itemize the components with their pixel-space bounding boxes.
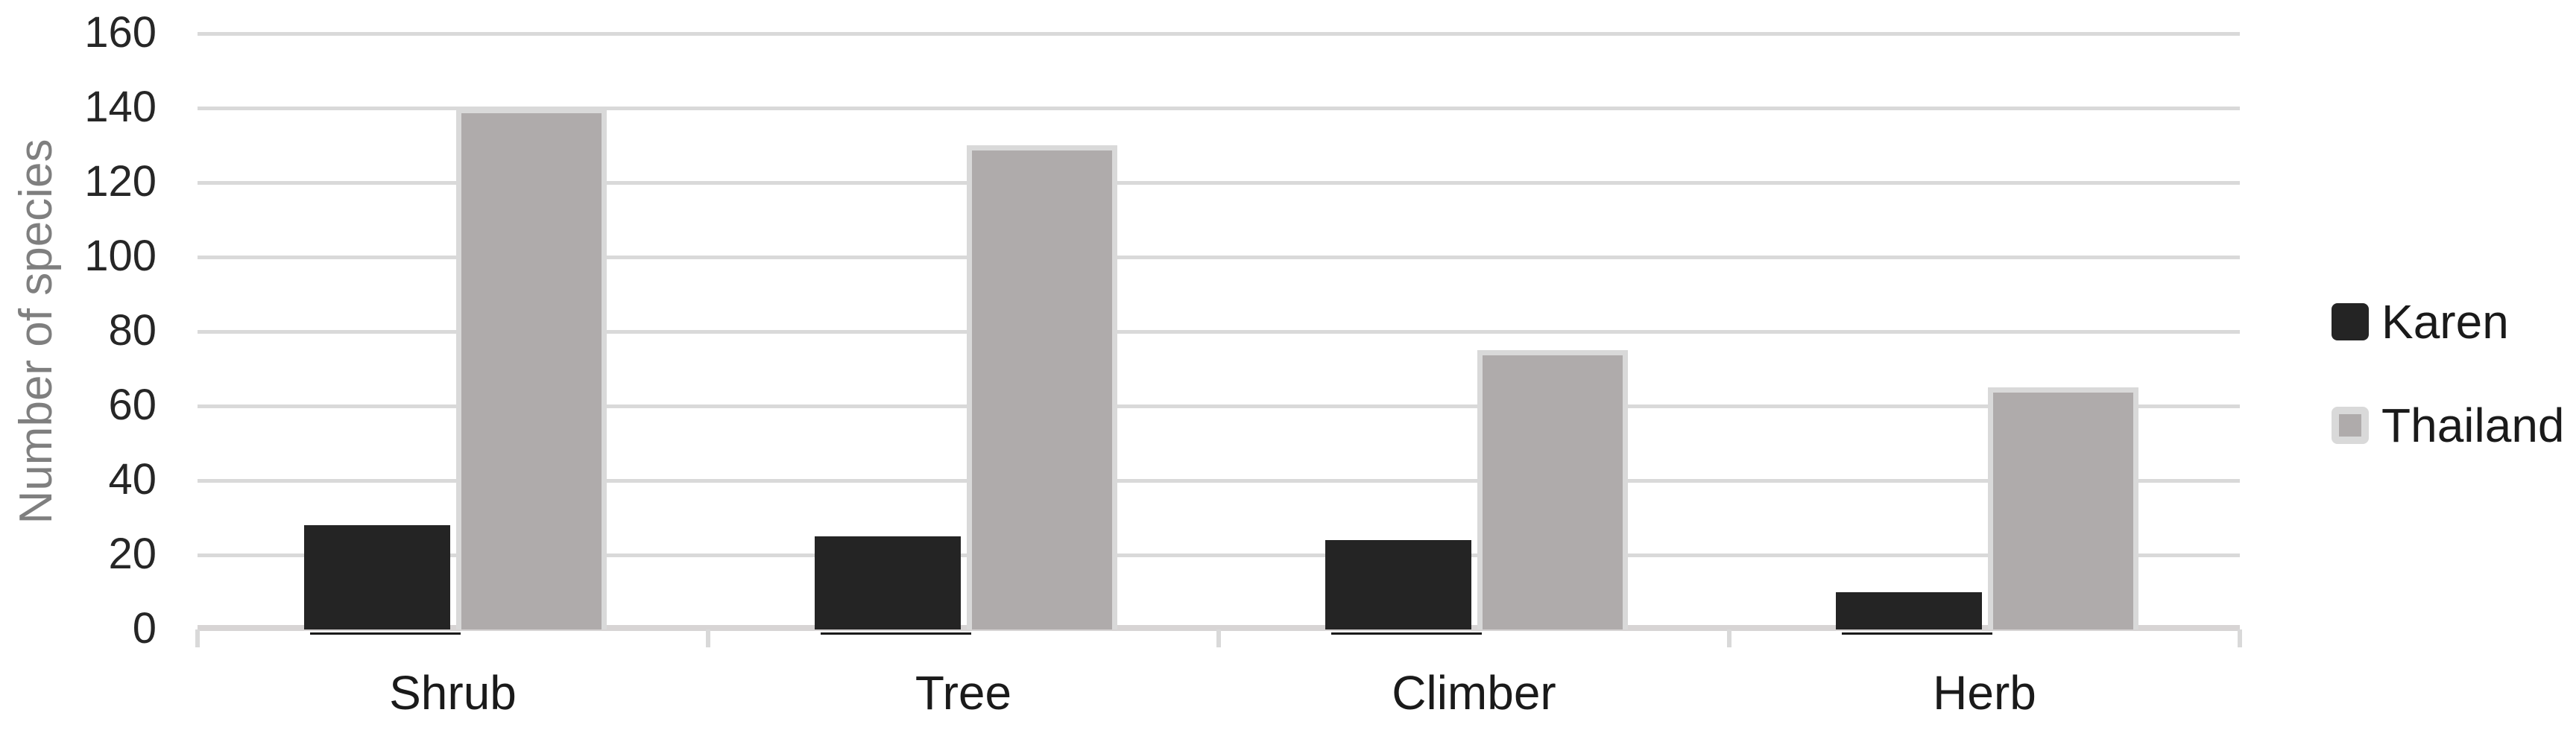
x-axis-tick [1216,629,1221,647]
gridline-80 [198,330,2240,334]
bar-outline-climber [1330,632,1482,635]
legend: Karen Thailand [2332,0,2576,736]
gridline-20 [198,553,2240,557]
x-axis-tick [706,629,710,647]
legend-swatch-karen [2332,303,2369,340]
bar-thailand-herb [1987,387,2138,629]
x-axis-label-herb: Herb [1933,666,2036,720]
y-tick-label-120: 120 [84,156,157,206]
gridline-140 [198,107,2240,110]
legend-label-karen: Karen [2381,295,2509,349]
bar-thailand-shrub [455,108,607,629]
gridline-60 [198,405,2240,408]
bar-karen-shrub [303,525,450,629]
x-axis-tick [2238,629,2242,647]
bar-thailand-tree [966,145,1117,629]
x-axis-line [198,625,2240,631]
y-tick-label-0: 0 [132,603,157,653]
x-axis-label-climber: Climber [1392,666,1556,720]
bar-karen-climber [1325,540,1471,629]
gridline-40 [198,479,2240,483]
gridline-160 [198,32,2240,36]
legend-item-karen: Karen [2332,298,2509,346]
bar-outline-tree [820,632,971,635]
legend-swatch-thailand [2332,407,2369,444]
gridline-100 [198,256,2240,259]
x-axis-tick [1727,629,1731,647]
y-tick-label-80: 80 [108,305,157,355]
bar-outline-herb [1841,632,1992,635]
y-tick-label-60: 60 [108,380,157,429]
bar-outline-shrub [309,632,461,635]
legend-label-thailand: Thailand [2381,399,2565,452]
gridline-120 [198,181,2240,185]
x-axis-label-tree: Tree [915,666,1012,720]
bar-thailand-climber [1477,350,1628,629]
y-tick-label-20: 20 [108,529,157,578]
x-axis-tick [195,629,200,647]
x-axis-label-shrub: Shrub [389,666,517,720]
y-tick-label-140: 140 [84,82,157,131]
y-tick-label-100: 100 [84,231,157,280]
bar-karen-herb [1835,592,1982,629]
y-tick-label-40: 40 [108,454,157,504]
legend-item-thailand: Thailand [2332,402,2565,449]
bar-karen-tree [814,536,961,629]
y-tick-label-160: 160 [84,7,157,57]
